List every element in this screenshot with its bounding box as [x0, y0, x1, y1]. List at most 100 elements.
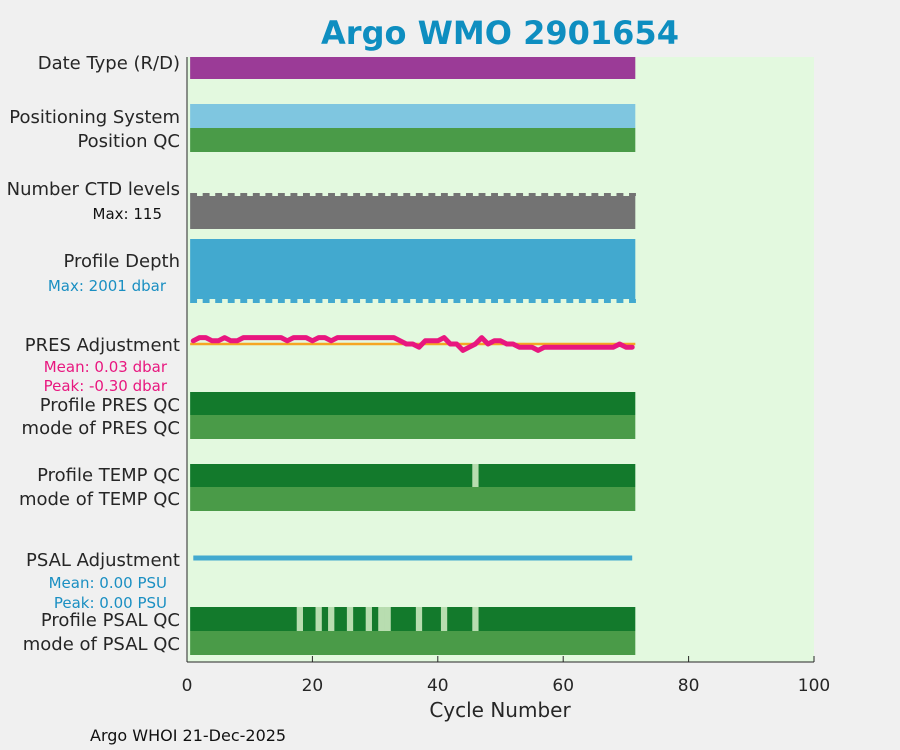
- ctd-levels-bar: [190, 196, 636, 229]
- profile-psal-qc-bar: [190, 607, 636, 631]
- profile-psal-qc-flag-cycle-18: [296, 607, 303, 631]
- profile-depth-dash: [202, 299, 210, 303]
- profile-depth-dash: [553, 299, 561, 303]
- profile-depth-dash: [340, 299, 348, 303]
- profile-depth-dash: [528, 299, 536, 303]
- profile-depth-dash: [240, 299, 248, 303]
- ctd-levels-dash: [227, 193, 235, 196]
- ctd-levels-dash: [428, 193, 436, 196]
- x-tick-label: 80: [678, 676, 700, 696]
- pres-adjustment-peak: Peak: -0.30 dbar: [44, 377, 168, 395]
- profile-depth-dash: [566, 299, 574, 303]
- ctd-levels-dash: [491, 193, 498, 196]
- ctd-levels-dash: [328, 193, 335, 196]
- profile-depth-dash: [578, 299, 586, 303]
- mode-pres-qc-bar: [190, 415, 636, 439]
- ctd-levels-dash: [252, 193, 260, 196]
- profile-depth-dash: [378, 299, 386, 303]
- ctd-levels-dash: [603, 193, 611, 196]
- ctd-levels-dash: [453, 193, 461, 196]
- label-profile-pres-qc: Profile PRES QC: [40, 395, 180, 416]
- ctd-levels-dash: [302, 193, 310, 196]
- profile-depth-dash: [328, 299, 335, 303]
- label-profile-temp-qc: Profile TEMP QC: [37, 465, 180, 486]
- profile-psal-qc-flag-cycle-21: [315, 607, 322, 631]
- profile-depth-dash: [252, 299, 260, 303]
- ctd-levels-dash: [553, 193, 561, 196]
- ctd-levels-dash: [202, 193, 210, 196]
- x-axis-label: Cycle Number: [429, 698, 571, 722]
- label-date-type: Date Type (R/D): [38, 53, 180, 74]
- profile-psal-qc-flag-cycle-31: [378, 607, 385, 631]
- profile-depth-dash: [302, 299, 310, 303]
- pres-adjustment-mean: Mean: 0.03 dbar: [44, 358, 168, 376]
- chart-title: Argo WMO 2901654: [321, 14, 679, 52]
- ctd-levels-dash: [403, 193, 411, 196]
- x-tick-label: 60: [552, 676, 574, 696]
- profile-depth-dash: [415, 299, 423, 303]
- label-profile-depth: Profile Depth: [63, 251, 180, 272]
- ctd-levels-dash: [591, 193, 599, 196]
- ctd-levels-dash: [415, 193, 423, 196]
- mode-psal-qc-bar: [190, 631, 636, 655]
- ctd-levels-dash: [378, 193, 386, 196]
- ctd-levels-dash: [290, 193, 298, 196]
- profile-depth-dash: [403, 299, 411, 303]
- x-tick-label: 0: [182, 676, 193, 696]
- profile-psal-qc-flag-cycle-37: [415, 607, 423, 631]
- label-pres-adjustment: PRES Adjustment: [25, 335, 180, 356]
- footer-note: Argo WHOI 21-Dec-2025: [90, 726, 286, 745]
- profile-depth-max: Max: 2001 dbar: [48, 277, 167, 295]
- profile-depth-dash: [503, 299, 511, 303]
- profile-temp-qc-bar: [190, 464, 636, 487]
- profile-depth-dash: [353, 299, 361, 303]
- profile-depth-dash: [440, 299, 448, 303]
- psal-adjustment-mean: Mean: 0.00 PSU: [49, 574, 167, 592]
- chart-marks: [190, 57, 636, 655]
- label-mode-temp-qc: mode of TEMP QC: [19, 489, 180, 510]
- psal-adjustment-peak: Peak: 0.00 PSU: [54, 594, 167, 612]
- ctd-levels-dash: [541, 193, 549, 196]
- profile-depth-dash: [190, 299, 198, 303]
- profile-psal-qc-flag-cycle-41: [440, 607, 448, 631]
- ctd-levels-dash: [215, 193, 223, 196]
- ctd-levels-dash: [503, 193, 511, 196]
- profile-depth-dash: [541, 299, 549, 303]
- ctd-levels-dash: [528, 193, 536, 196]
- label-mode-psal-qc: mode of PSAL QC: [23, 634, 180, 655]
- ctd-levels-dash: [390, 193, 398, 196]
- x-tick-label: 100: [798, 676, 830, 696]
- profile-depth-dash: [491, 299, 498, 303]
- ctd-levels-dash: [265, 193, 273, 196]
- label-number-ctd-levels: Number CTD levels: [7, 179, 180, 200]
- profile-depth-dash: [365, 299, 373, 303]
- profile-depth-dash: [265, 299, 273, 303]
- date-type-bar: [190, 57, 636, 79]
- profile-depth-dash: [603, 299, 611, 303]
- profile-pres-qc-bar: [190, 392, 636, 415]
- plot-area: [187, 57, 814, 662]
- label-profile-psal-qc: Profile PSAL QC: [41, 610, 180, 631]
- profile-depth-bar: [190, 239, 636, 299]
- profile-depth-dash: [277, 299, 285, 303]
- profile-psal-qc-flag-cycle-29: [365, 607, 372, 631]
- profile-depth-dash: [315, 299, 323, 303]
- ctd-levels-dash: [578, 193, 586, 196]
- position-qc-bar: [190, 128, 636, 152]
- ctd-levels-dash: [340, 193, 348, 196]
- x-ticks: 0 20 40 60 80 100: [182, 656, 830, 696]
- profile-psal-qc-flag-cycle-32: [384, 607, 391, 631]
- profile-temp-qc-flag-cycle-46: [472, 464, 479, 487]
- profile-depth-dash: [629, 299, 636, 303]
- ctd-levels-dash: [566, 193, 574, 196]
- ctd-levels-dash: [365, 193, 373, 196]
- profile-depth-dash: [227, 299, 235, 303]
- profile-depth-dash: [390, 299, 398, 303]
- profile-depth-dash: [516, 299, 524, 303]
- x-tick-label: 20: [302, 676, 324, 696]
- profile-depth-dash: [466, 299, 473, 303]
- ctd-levels-dash: [440, 193, 448, 196]
- x-tick-label: 40: [427, 676, 449, 696]
- profile-depth-dash: [616, 299, 624, 303]
